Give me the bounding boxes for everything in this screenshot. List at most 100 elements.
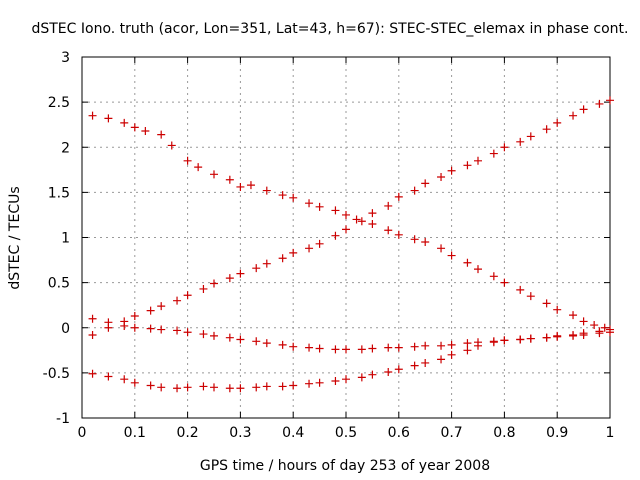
data-point — [463, 346, 472, 355]
y-tick-label: 2.5 — [48, 95, 70, 111]
data-point — [489, 149, 498, 158]
data-point — [394, 365, 403, 374]
data-point — [262, 186, 271, 195]
data-point — [183, 156, 192, 165]
data-point — [342, 345, 350, 354]
data-point — [305, 199, 314, 208]
data-point — [210, 279, 218, 288]
data-point — [474, 341, 482, 350]
data-point — [569, 111, 578, 120]
data-point — [305, 379, 314, 388]
data-point — [606, 96, 614, 105]
data-point — [173, 326, 182, 335]
data-point — [553, 331, 562, 340]
data-point — [410, 235, 419, 244]
data-point — [331, 206, 340, 215]
data-point — [88, 369, 97, 378]
data-point — [278, 191, 287, 200]
data-point — [225, 333, 234, 342]
data-point — [173, 384, 182, 393]
data-point — [225, 175, 234, 184]
data-point — [489, 338, 498, 347]
axis-ticks: 0 0.1 0.2 0.3 0.4 0.5 0.6 0.7 0.8 0.9 1 -1 -0.5 0 0.5 1… — [43, 50, 615, 441]
data-point — [342, 210, 350, 219]
data-point — [120, 118, 129, 127]
data-point — [447, 350, 456, 359]
data-point — [289, 248, 298, 257]
data-point — [410, 186, 419, 195]
data-point — [183, 291, 192, 300]
data-point — [315, 202, 324, 211]
series-descending — [88, 111, 609, 332]
data-point — [289, 381, 298, 390]
data-point — [500, 278, 509, 287]
data-point — [421, 358, 430, 367]
y-tick-label: -1 — [56, 411, 70, 427]
data-point — [104, 372, 113, 381]
y-tick-label: 1.5 — [48, 185, 70, 201]
data-point — [500, 143, 509, 152]
data-point — [130, 323, 139, 332]
data-point — [183, 328, 192, 337]
data-point — [315, 239, 324, 248]
data-point — [342, 375, 350, 384]
data-point — [199, 382, 208, 391]
data-point — [516, 335, 525, 344]
y-tick-label: 0.5 — [48, 276, 70, 292]
data-point — [357, 345, 366, 354]
data-point — [357, 217, 366, 226]
data-point — [315, 344, 324, 353]
data-point — [210, 170, 218, 179]
data-point — [595, 99, 604, 108]
data-point — [384, 367, 393, 376]
chart-title: dSTEC Iono. truth (acor, Lon=351, Lat=43… — [31, 21, 628, 37]
data-point — [252, 264, 261, 273]
data-point — [368, 209, 377, 218]
data-point — [437, 173, 446, 182]
data-point — [146, 381, 155, 390]
data-point — [199, 284, 208, 293]
x-tick-label: 0.3 — [229, 425, 251, 441]
x-tick-label: 0.9 — [546, 425, 568, 441]
data-point — [463, 339, 472, 348]
data-series — [88, 96, 614, 393]
data-point — [526, 334, 535, 343]
data-point — [130, 312, 139, 321]
data-point — [120, 321, 129, 330]
data-point — [262, 382, 271, 391]
data-point — [157, 130, 166, 139]
data-point — [236, 269, 245, 278]
plot-frame — [81, 56, 611, 419]
data-point — [352, 215, 361, 224]
data-point — [489, 272, 498, 281]
data-point — [579, 329, 588, 338]
data-point — [384, 201, 393, 210]
data-point — [579, 105, 588, 114]
data-point — [421, 179, 430, 188]
data-point — [236, 182, 245, 191]
data-point — [262, 259, 271, 268]
data-point — [447, 251, 456, 260]
data-point — [437, 244, 446, 253]
data-point — [474, 156, 482, 165]
data-point — [437, 355, 446, 364]
data-point — [437, 341, 446, 350]
data-point — [569, 311, 578, 320]
data-point — [500, 336, 509, 345]
data-point — [595, 327, 604, 336]
data-point — [146, 306, 155, 315]
data-point — [357, 373, 366, 382]
data-point — [331, 231, 340, 240]
data-point — [236, 384, 245, 393]
series-middle — [88, 314, 614, 354]
data-point — [542, 299, 551, 308]
data-point — [600, 323, 609, 332]
y-tick-label: 0 — [61, 321, 70, 337]
data-point — [384, 226, 393, 235]
data-point — [331, 376, 340, 385]
data-point — [516, 137, 525, 146]
data-point — [210, 383, 218, 392]
data-point — [553, 118, 562, 127]
data-point — [252, 383, 261, 392]
